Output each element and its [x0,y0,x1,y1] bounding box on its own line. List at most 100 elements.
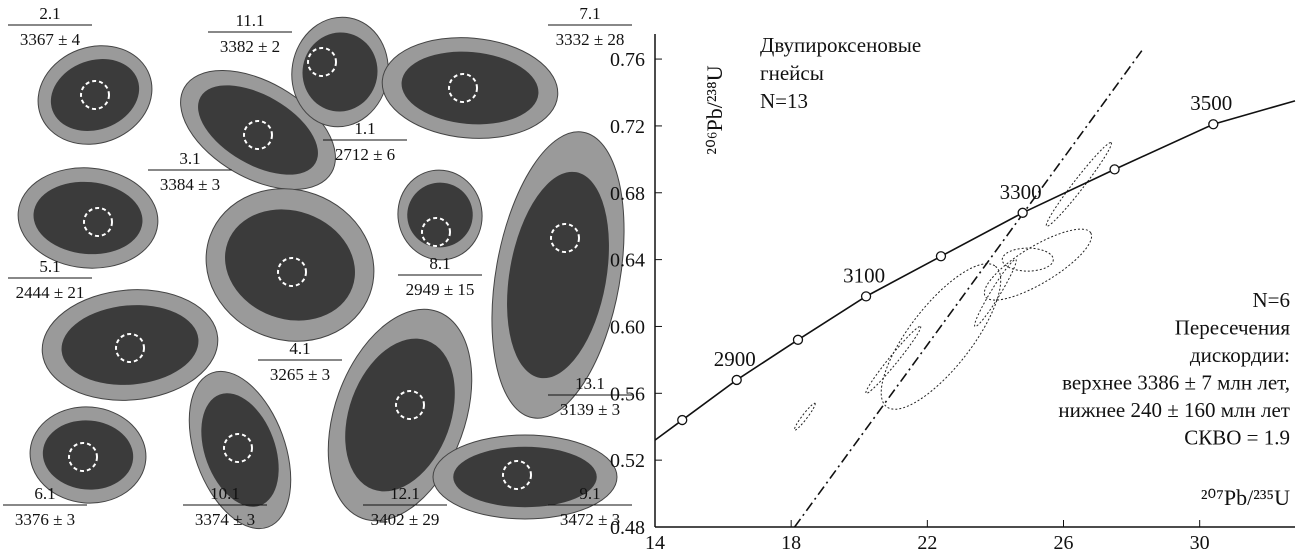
result-text: верхнее 3386 ± 7 млн лет, [1062,371,1290,395]
age-marker [860,291,872,302]
annotation: N=13 [760,89,808,113]
grain-age: 3139 ± 3 [560,400,620,419]
analysis-spot [307,47,337,77]
grain-label: 13.1 [575,374,605,393]
discordia-line [793,50,1143,528]
grain [41,289,219,401]
grain-core [345,338,455,492]
grain-core [198,85,318,175]
grain [381,37,559,139]
grain [397,169,483,261]
grain [180,70,336,190]
grain-label: 10.1 [210,484,240,503]
y-tick-label: 0.76 [610,49,645,71]
grain-label: 3.1 [179,149,200,168]
grain-core [42,420,134,490]
error-ellipse [865,325,922,394]
x-tick-label: 26 [1054,532,1074,549]
grain-age: 3367 ± 4 [20,30,81,49]
grain-label: 1.1 [354,119,375,138]
age-marker [1017,207,1028,218]
grain-core [61,305,199,385]
analysis-spot [448,73,478,103]
y-axis-label: ²⁰⁶Pb/²³⁸U [702,65,727,154]
age-marker [1208,119,1219,130]
analysis-spot [83,207,113,237]
grain [432,434,618,520]
concordia-curve [654,100,1296,441]
age-label: 3500 [1190,91,1232,115]
grain [491,131,625,419]
y-tick-label: 0.56 [610,383,645,405]
grain-label: 2.1 [39,4,60,23]
y-tick-label: 0.64 [610,250,645,272]
grain-label: 7.1 [579,4,600,23]
analysis-spot [395,390,425,420]
grain-label: 4.1 [289,339,310,358]
grain-age: 3382 ± 2 [220,37,280,56]
error-ellipse [1001,247,1054,272]
grain-age: 2444 ± 21 [16,283,85,302]
age-marker [677,414,688,426]
grain-label: 5.1 [39,257,60,276]
age-label: 3100 [843,263,885,287]
grain-age: 3472 ± 3 [560,510,620,529]
result-text: нижнее 240 ± 160 млн лет [1058,398,1290,422]
grain-age: 3332 ± 28 [556,30,625,49]
y-tick-label: 0.72 [610,116,645,138]
age-marker [731,374,742,386]
x-axis-label: ²⁰⁷Pb/²³⁵U [1201,485,1290,510]
grain-label: 8.1 [429,254,450,273]
x-tick-label: 22 [917,532,937,549]
error-ellipse [1045,142,1112,227]
grain-label: 12.1 [390,484,420,503]
grain [29,406,147,504]
result-text: дискордии: [1190,343,1290,367]
grain-core [407,182,473,248]
grain-age: 2949 ± 15 [406,280,475,299]
y-tick-label: 0.60 [610,316,645,338]
age-marker [1109,164,1120,175]
analysis-spot [243,120,273,150]
error-ellipse [974,259,1017,328]
grain-core [401,51,539,125]
analysis-spot [68,442,98,472]
grain-core [50,59,140,131]
grain-label: 6.1 [34,484,55,503]
grain-age: 3376 ± 3 [15,510,75,529]
analysis-spot [421,217,451,247]
analysis-spot [115,333,145,363]
grain [188,370,292,530]
analysis-spot [80,80,110,110]
x-tick-label: 14 [645,532,665,549]
analysis-spot [223,433,253,463]
analysis-spot [550,223,580,253]
grain-core [33,181,143,255]
grain [37,45,153,145]
x-tick-label: 18 [781,532,801,549]
result-text: Пересечения [1175,316,1291,340]
error-ellipse [880,263,1002,410]
grain-core [453,446,597,508]
grain-core [507,171,609,379]
error-ellipse [983,228,1093,301]
annotation: Двупироксеновые [760,33,921,57]
grain-age: 2712 ± 6 [335,145,395,164]
grain-core [302,32,378,112]
age-marker [792,334,804,345]
x-tick-label: 30 [1190,532,1210,549]
grain-age: 3265 ± 3 [270,365,330,384]
analysis-spot [502,460,532,490]
analysis-spot [277,257,307,287]
grain [205,188,375,342]
age-label: 3300 [1000,180,1042,204]
grain-core [225,209,355,321]
age-label: 2900 [714,347,756,371]
y-tick-label: 0.48 [610,517,645,539]
grain-core [201,393,279,507]
error-ellipse [793,402,816,431]
grain-age: 3374 ± 3 [195,510,255,529]
y-tick-label: 0.52 [610,450,645,472]
y-tick-label: 0.68 [610,183,645,205]
